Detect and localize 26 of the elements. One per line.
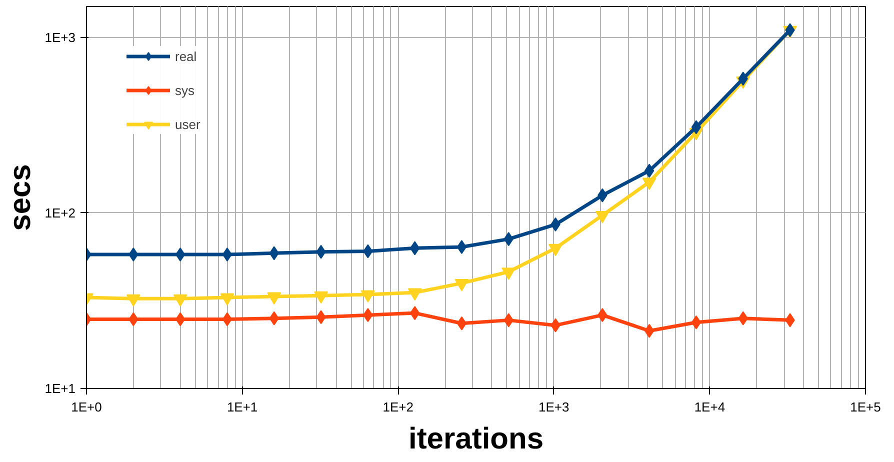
x-tick-label: 1E+3: [538, 400, 570, 414]
legend-label: user: [175, 116, 200, 132]
x-tick-label: 1E+1: [226, 400, 258, 414]
y-tick-label: 1E+3: [44, 30, 76, 45]
legend-label: real: [175, 48, 197, 64]
legend-label: sys: [175, 82, 195, 98]
x-axis-title: iterations: [408, 422, 544, 456]
point: [456, 316, 467, 330]
point: [175, 247, 186, 262]
x-tick-label: 1E+0: [71, 400, 102, 414]
y-axis-title: secs: [4, 164, 37, 231]
point: [644, 324, 654, 338]
point: [410, 306, 420, 320]
point: [175, 312, 186, 326]
point: [691, 315, 702, 330]
point: [222, 312, 232, 326]
point: [222, 247, 232, 262]
point: [691, 120, 702, 134]
x-tick-label: 1E+4: [694, 400, 726, 414]
point: [644, 164, 654, 178]
x-tick-label: 1E+5: [850, 400, 881, 414]
x-tick-label: 1E+2: [382, 400, 414, 414]
y-tick-label: 1E+2: [44, 205, 76, 220]
point: [456, 240, 467, 254]
y-tick-label: 1E+1: [44, 381, 76, 396]
point: [410, 241, 420, 256]
